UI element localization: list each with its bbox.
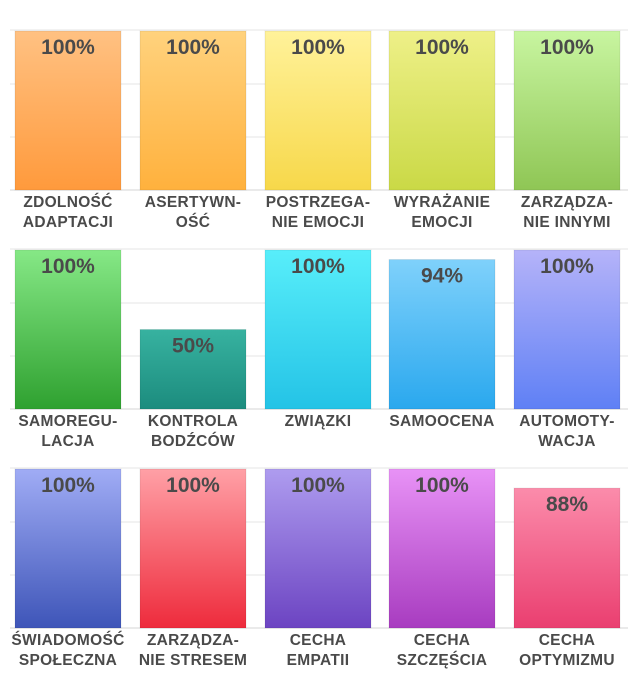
category-label: CECHA (539, 632, 596, 649)
value-label: 100% (41, 255, 95, 278)
category-label: ZARZĄDZA- (147, 632, 239, 649)
category-label: EMOCJI (411, 214, 472, 231)
bar[interactable] (388, 30, 496, 191)
category-label: WACJA (538, 433, 595, 450)
value-label: 94% (421, 265, 463, 288)
category-label: ASERTYWN- (145, 194, 242, 211)
category-label: ŚWIADOMOŚĆ (11, 631, 124, 649)
value-label: 100% (166, 36, 220, 59)
bar[interactable] (388, 468, 496, 629)
bar[interactable] (264, 468, 372, 629)
category-label: BODŹCÓW (151, 432, 235, 450)
value-label: 100% (166, 474, 220, 497)
category-label: POSTRZEGA- (266, 194, 371, 211)
value-label: 100% (540, 255, 594, 278)
category-label: ZARZĄDZA- (521, 194, 613, 211)
category-label: OPTYMIZMU (519, 652, 615, 669)
bar[interactable] (513, 487, 621, 629)
value-label: 100% (291, 36, 345, 59)
value-label: 100% (415, 36, 469, 59)
category-label: CECHA (414, 632, 471, 649)
value-label: 88% (546, 493, 588, 516)
category-label: NIE STRESEM (139, 652, 247, 669)
bar[interactable] (264, 30, 372, 191)
bar[interactable] (264, 249, 372, 410)
category-label: EMPATII (287, 652, 350, 669)
category-label: ZDOLNOŚĆ (23, 193, 112, 211)
value-label: 100% (415, 474, 469, 497)
bar[interactable] (513, 249, 621, 410)
category-label: SAMOOCENA (389, 413, 494, 430)
bar[interactable] (139, 30, 247, 191)
value-label: 50% (172, 335, 214, 358)
category-label: AUTOMOTY- (519, 413, 614, 430)
bar[interactable] (388, 259, 496, 410)
category-label: NIE INNYMI (523, 214, 610, 231)
category-label: LACJA (41, 433, 94, 450)
category-label: WYRAŻANIE (394, 194, 491, 211)
bar[interactable] (14, 249, 122, 410)
bar[interactable] (139, 329, 247, 410)
category-label: OŚĆ (176, 213, 211, 231)
category-label: KONTROLA (148, 413, 238, 430)
category-label: SPOŁECZNA (19, 652, 117, 669)
value-label: 100% (291, 474, 345, 497)
category-label: SZCZĘŚCIA (397, 651, 488, 669)
value-label: 100% (41, 474, 95, 497)
category-label: CECHA (290, 632, 347, 649)
bar[interactable] (14, 30, 122, 191)
category-label: ADAPTACJI (23, 214, 113, 231)
category-label: ZWIĄZKI (285, 413, 352, 430)
bar[interactable] (14, 468, 122, 629)
value-label: 100% (41, 36, 95, 59)
bar[interactable] (139, 468, 247, 629)
category-label: SAMOREGU- (18, 413, 117, 430)
value-label: 100% (291, 255, 345, 278)
bar[interactable] (513, 30, 621, 191)
category-label: NIE EMOCJI (272, 214, 365, 231)
value-label: 100% (540, 36, 594, 59)
